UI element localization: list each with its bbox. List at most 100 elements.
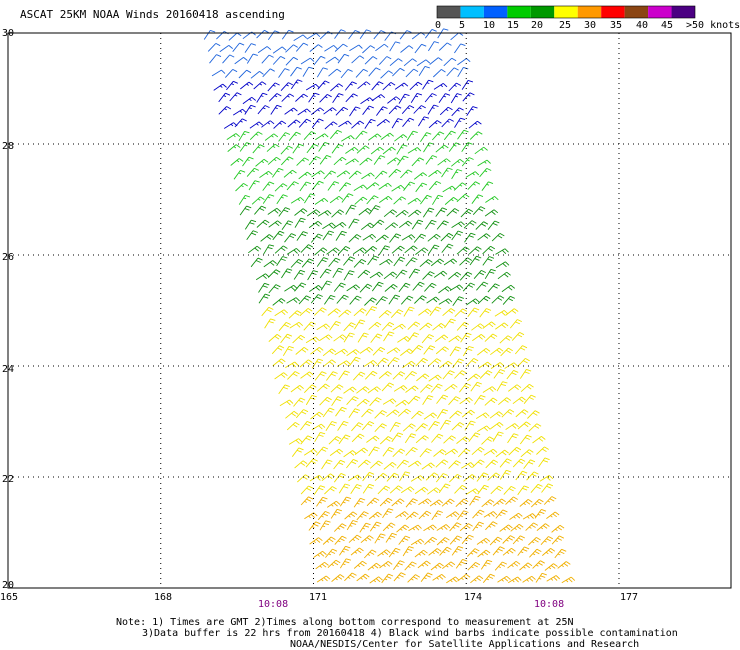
wind-barb xyxy=(503,485,516,495)
wind-barb xyxy=(446,208,460,217)
wind-barb xyxy=(295,93,308,102)
wind-barb xyxy=(332,222,347,229)
wind-barb xyxy=(393,256,406,267)
wind-barb xyxy=(463,474,477,482)
wind-barb xyxy=(492,498,506,507)
wind-barb xyxy=(338,483,351,494)
wind-barb xyxy=(358,208,372,216)
wind-barb xyxy=(282,345,294,357)
wind-barb xyxy=(368,511,382,520)
wind-barb xyxy=(500,347,513,357)
wind-barb xyxy=(477,425,491,432)
wind-barb xyxy=(369,460,383,469)
wind-barb xyxy=(213,83,227,91)
wind-barb xyxy=(400,169,413,179)
wind-barb xyxy=(469,131,483,140)
wind-barb xyxy=(293,34,308,41)
wind-barb xyxy=(311,423,326,431)
wind-barb xyxy=(327,181,340,191)
wind-barb xyxy=(371,81,384,91)
grid-lines xyxy=(8,33,731,588)
wind-barb xyxy=(335,230,347,241)
wind-barb xyxy=(438,42,452,51)
wind-barb xyxy=(410,344,424,354)
wind-barb xyxy=(224,69,238,78)
wind-barb xyxy=(250,71,264,79)
wind-barb xyxy=(335,106,349,116)
wind-barb xyxy=(482,321,496,329)
wind-barb xyxy=(482,386,497,393)
wind-barb xyxy=(346,458,359,469)
wind-barb xyxy=(382,82,396,91)
wind-barb xyxy=(346,520,358,531)
wind-barb xyxy=(407,321,421,330)
wind-barb xyxy=(479,370,493,379)
wind-barb xyxy=(233,169,246,180)
wind-barb xyxy=(268,334,282,342)
wind-barb xyxy=(222,54,235,64)
wind-barb xyxy=(363,549,377,559)
wind-barb xyxy=(384,222,399,231)
wind-barb xyxy=(428,548,442,556)
wind-barb xyxy=(477,348,491,356)
wind-barb xyxy=(507,576,522,584)
wind-barb xyxy=(295,42,309,52)
wind-barb xyxy=(497,271,511,280)
wind-barb xyxy=(354,319,366,330)
wind-barb xyxy=(483,448,498,456)
wind-barb xyxy=(459,257,473,266)
wind-barb xyxy=(451,221,465,228)
wind-barb xyxy=(306,209,321,217)
legend-swatch xyxy=(554,6,578,18)
wind-barb xyxy=(365,306,378,316)
wind-barb xyxy=(346,349,360,357)
wind-barb xyxy=(311,107,325,115)
wind-barb xyxy=(246,167,259,177)
wind-barb xyxy=(430,258,445,267)
wind-barb xyxy=(459,383,471,393)
wind-barb xyxy=(530,483,543,493)
wind-barb xyxy=(263,260,277,268)
wind-barb xyxy=(415,435,429,444)
wind-barb xyxy=(341,135,355,142)
wind-barb xyxy=(515,409,529,418)
wind-barb xyxy=(432,574,446,581)
wind-barb xyxy=(379,258,393,266)
wind-barb xyxy=(305,83,320,91)
wind-barb xyxy=(346,284,360,292)
wind-barb xyxy=(485,196,499,203)
wind-barb xyxy=(466,298,480,306)
wind-barb xyxy=(300,57,315,65)
wind-barb xyxy=(316,67,328,78)
wind-barb xyxy=(351,422,364,432)
wind-barb xyxy=(286,422,300,431)
wind-barb xyxy=(278,384,290,395)
wind-barb xyxy=(398,282,411,293)
wind-barb xyxy=(457,510,469,521)
wind-barb xyxy=(267,207,281,215)
wind-barb xyxy=(454,485,467,494)
wind-barb xyxy=(444,318,456,329)
wind-barb xyxy=(369,521,382,532)
wind-barb xyxy=(420,384,433,393)
legend-label: 20 xyxy=(531,20,544,31)
wind-barb xyxy=(389,41,401,52)
wind-barb xyxy=(218,106,232,115)
wind-barb xyxy=(353,184,368,191)
wind-barb xyxy=(481,181,494,191)
wind-barb xyxy=(492,431,504,442)
x-tick-label: 168 xyxy=(154,592,173,603)
wind-barb xyxy=(446,576,460,584)
wind-barb xyxy=(375,43,389,52)
wind-barb xyxy=(409,81,423,91)
wind-barb xyxy=(316,383,330,392)
wind-barb xyxy=(406,130,418,141)
wind-barb xyxy=(328,257,341,267)
wind-barb xyxy=(348,218,360,229)
wind-barb xyxy=(362,45,376,54)
wind-barb xyxy=(319,334,333,342)
wind-barb xyxy=(489,411,503,419)
wind-barb xyxy=(353,308,367,317)
wind-barb xyxy=(345,93,358,103)
wind-barb xyxy=(400,45,414,53)
